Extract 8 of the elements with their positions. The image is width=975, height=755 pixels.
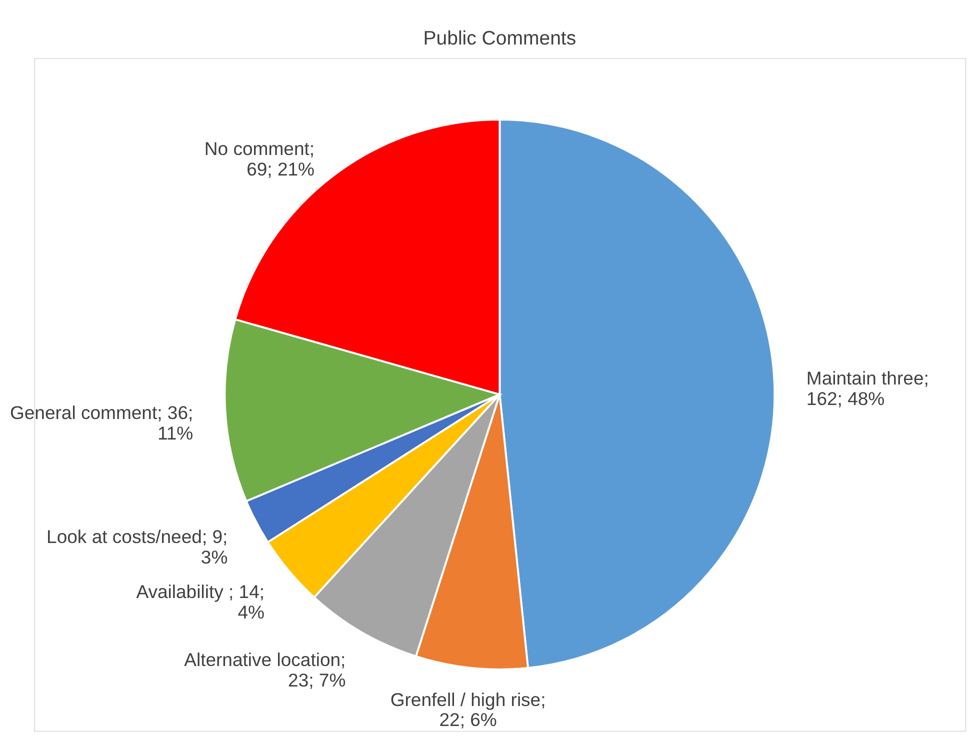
- slice-label: Look at costs/need; 9; 3%: [46, 526, 228, 568]
- slice-label: Availability ; 14; 4%: [136, 580, 265, 622]
- slice-label: General comment; 36; 11%: [10, 402, 194, 444]
- slice-label: Maintain three; 162; 48%: [806, 367, 929, 409]
- chart-title: Public Comments: [423, 27, 576, 50]
- slice-label: Alternative location; 23; 7%: [184, 649, 346, 690]
- slice-label: Grenfell / high rise; 22; 6%: [390, 688, 546, 730]
- slice-label: No comment; 69; 21%: [204, 138, 315, 180]
